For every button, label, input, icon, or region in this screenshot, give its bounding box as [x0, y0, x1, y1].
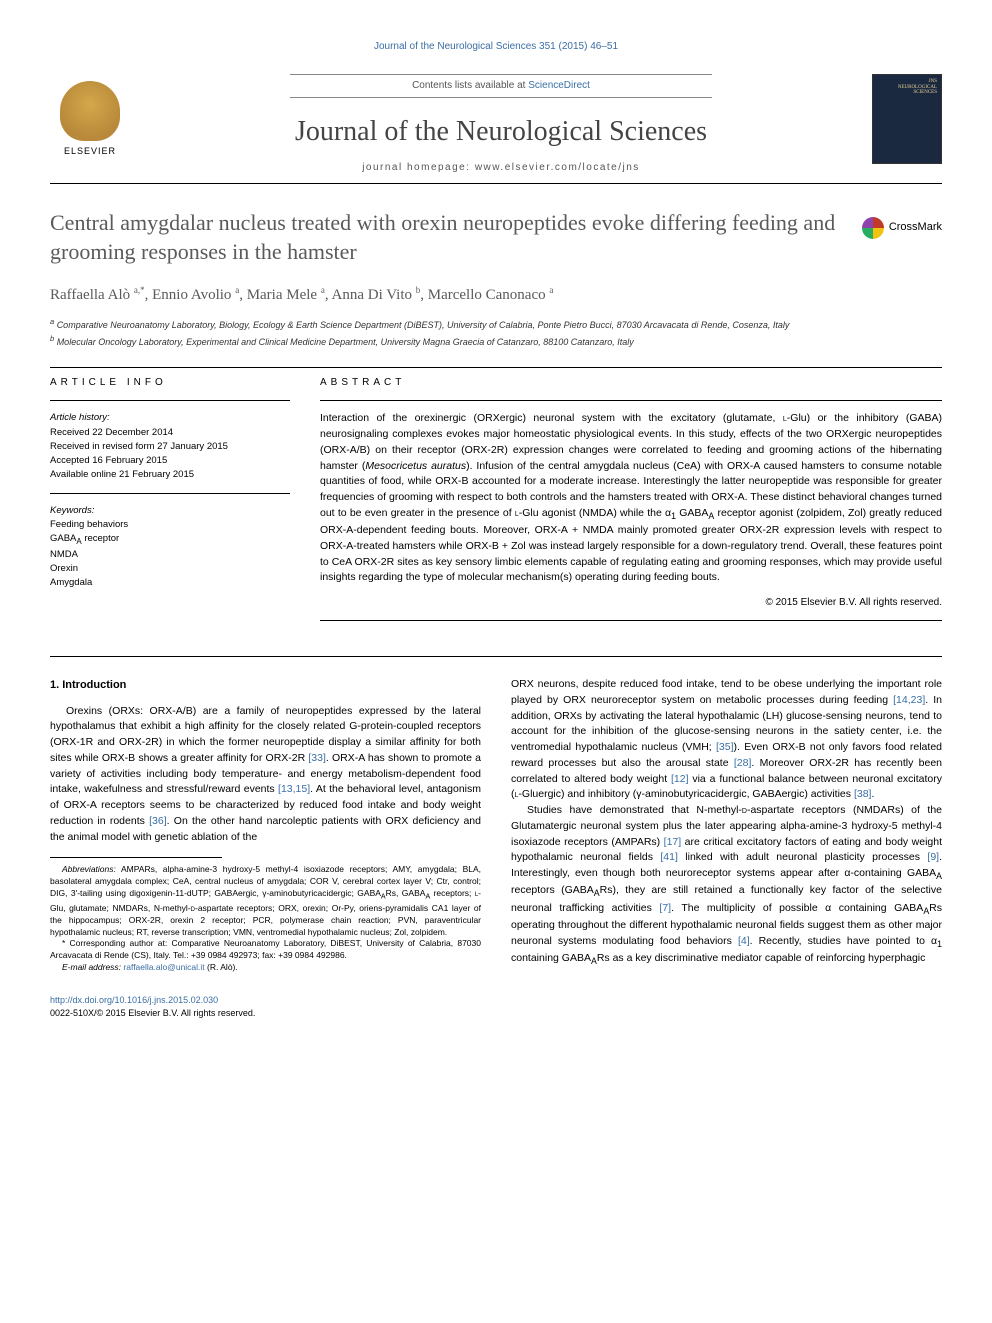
abstract-column: ABSTRACT Interaction of the orexinergic …	[320, 376, 942, 631]
elsevier-logo: ELSEVIER	[50, 74, 130, 164]
abstract-copyright: © 2015 Elsevier B.V. All rights reserved…	[320, 596, 942, 610]
homepage-prefix: journal homepage:	[362, 162, 475, 173]
article-info-column: ARTICLE INFO Article history: Received 2…	[50, 376, 290, 631]
journal-citation-top: Journal of the Neurological Sciences 351…	[50, 40, 942, 54]
footnote-divider	[50, 857, 222, 858]
journal-name: Journal of the Neurological Sciences	[150, 112, 852, 151]
intro-paragraph-2: Studies have demonstrated that N-methyl-…	[511, 803, 942, 968]
masthead-center: Contents lists available at ScienceDirec…	[150, 74, 852, 175]
intro-heading: 1. Introduction	[50, 677, 481, 694]
authors-line: Raffaella Alò a,*, Ennio Avolio a, Maria…	[50, 284, 942, 306]
affiliations: a Comparative Neuroanatomy Laboratory, B…	[50, 316, 942, 349]
cover-label-3: SCIENCES	[898, 90, 937, 96]
online-date: Available online 21 February 2015	[50, 468, 290, 482]
email-footnote: E-mail address: raffaella.alo@unical.it …	[50, 962, 481, 974]
body-column-right: ORX neurons, despite reduced food intake…	[511, 677, 942, 974]
meta-divider-2	[50, 493, 290, 494]
keyword-0: Feeding behaviors	[50, 518, 290, 532]
doi-link[interactable]: http://dx.doi.org/10.1016/j.jns.2015.02.…	[50, 995, 218, 1005]
abstract-divider-bottom	[320, 620, 942, 621]
article-history: Article history: Received 22 December 20…	[50, 411, 290, 482]
abbreviations-footnote: Abbreviations: AMPARs, alpha-amine-3 hyd…	[50, 864, 481, 938]
crossmark-badge[interactable]: CrossMark	[862, 217, 942, 239]
keyword-2: NMDA	[50, 548, 290, 562]
divider-top	[50, 367, 942, 368]
intro-paragraph-1: Orexins (ORXs: ORX-A/B) are a family of …	[50, 704, 481, 846]
intro-paragraph-1-cont: ORX neurons, despite reduced food intake…	[511, 677, 942, 803]
journal-cover-thumbnail: JNS NEUROLOGICAL SCIENCES	[872, 74, 942, 164]
keywords-label: Keywords:	[50, 504, 290, 518]
sciencedirect-link[interactable]: ScienceDirect	[528, 80, 590, 91]
issn-copyright-line: 0022-510X/© 2015 Elsevier B.V. All right…	[50, 1007, 942, 1020]
meta-abstract-row: ARTICLE INFO Article history: Received 2…	[50, 376, 942, 631]
keyword-4: Amygdala	[50, 576, 290, 590]
crossmark-icon	[862, 217, 884, 239]
accepted-date: Accepted 16 February 2015	[50, 454, 290, 468]
history-label: Article history:	[50, 411, 290, 425]
journal-homepage-line: journal homepage: www.elsevier.com/locat…	[150, 161, 852, 175]
revised-date: Received in revised form 27 January 2015	[50, 440, 290, 454]
affiliation-a: a Comparative Neuroanatomy Laboratory, B…	[50, 316, 942, 333]
masthead: ELSEVIER Contents lists available at Sci…	[50, 74, 942, 184]
body-column-left: 1. Introduction Orexins (ORXs: ORX-A/B) …	[50, 677, 481, 974]
body-two-columns: 1. Introduction Orexins (ORXs: ORX-A/B) …	[50, 677, 942, 974]
bottom-info: http://dx.doi.org/10.1016/j.jns.2015.02.…	[50, 994, 942, 1019]
crossmark-label: CrossMark	[889, 220, 942, 235]
cover-label: JNS NEUROLOGICAL SCIENCES	[898, 79, 937, 96]
meta-divider-1	[50, 400, 290, 401]
corresponding-author-footnote: * Corresponding author at: Comparative N…	[50, 938, 481, 962]
article-title: Central amygdalar nucleus treated with o…	[50, 209, 942, 266]
affiliation-b: b Molecular Oncology Laboratory, Experim…	[50, 333, 942, 350]
elsevier-wordmark: ELSEVIER	[64, 145, 116, 158]
keyword-3: Orexin	[50, 562, 290, 576]
abstract-label: ABSTRACT	[320, 376, 942, 390]
keyword-1: GABAA receptor	[50, 532, 290, 548]
abstract-divider-top	[320, 400, 942, 401]
abstract-text: Interaction of the orexinergic (ORXergic…	[320, 411, 942, 586]
divider-mid	[50, 656, 942, 657]
contents-available-line: Contents lists available at ScienceDirec…	[290, 74, 711, 98]
homepage-url[interactable]: www.elsevier.com/locate/jns	[475, 162, 640, 173]
received-date: Received 22 December 2014	[50, 426, 290, 440]
elsevier-tree-icon	[60, 81, 120, 141]
article-info-label: ARTICLE INFO	[50, 376, 290, 390]
contents-prefix: Contents lists available at	[412, 80, 528, 91]
keywords-block: Keywords: Feeding behaviors GABAA recept…	[50, 504, 290, 591]
